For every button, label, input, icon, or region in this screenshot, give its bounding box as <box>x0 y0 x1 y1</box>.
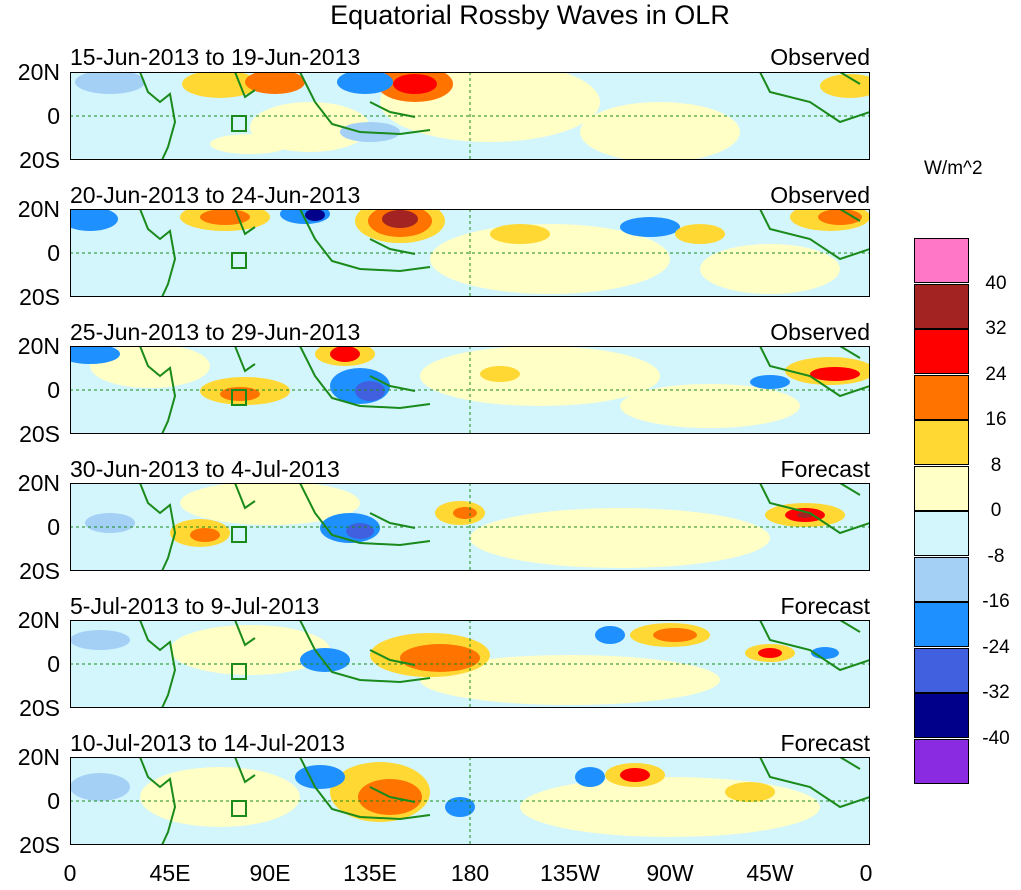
colorbar-label: 40 <box>985 272 1007 294</box>
xtick-45e: 45E <box>149 860 191 886</box>
panel-1-period: 15-Jun-2013 to 19-Jun-2013 <box>70 44 361 70</box>
xtick-180: 180 <box>450 860 490 886</box>
panel-2-status: Observed <box>770 182 870 208</box>
panel-5-ytick-0: 0 <box>47 651 60 677</box>
panel-4-status: Forecast <box>780 456 870 482</box>
xtick-0: 0 <box>63 860 77 886</box>
xtick-90e: 90E <box>249 860 291 886</box>
panel-3-status: Observed <box>770 319 870 345</box>
panel-1-status: Observed <box>770 44 870 70</box>
panel-6-ytick-20s: 20S <box>19 832 60 858</box>
panel-5-ytick-20n: 20N <box>17 607 60 633</box>
colorbar-swatch <box>914 374 969 420</box>
xtick-135w: 135W <box>539 860 601 886</box>
panel-3-period: 25-Jun-2013 to 29-Jun-2013 <box>70 319 361 345</box>
panel-4-ytick-20s: 20S <box>19 558 60 584</box>
map-panel-6 <box>70 757 870 845</box>
colorbar-swatch <box>914 283 969 329</box>
panel-2-ytick-20n: 20N <box>17 196 60 222</box>
panel-1-ytick-0: 0 <box>47 103 60 129</box>
map-panel-1 <box>70 72 870 160</box>
panel-3-ytick-0: 0 <box>47 377 60 403</box>
colorbar-swatch <box>914 738 969 784</box>
colorbar-swatch <box>914 647 969 693</box>
panel-3-ytick-20s: 20S <box>19 421 60 447</box>
colorbar-label: 24 <box>985 363 1007 385</box>
colorbar-swatch <box>914 556 969 602</box>
colorbar-swatch <box>914 465 969 511</box>
panel-6-status: Forecast <box>780 730 870 756</box>
colorbar-label: -32 <box>982 682 1010 703</box>
colorbar-label: -16 <box>982 591 1010 612</box>
panel-4-ytick-0: 0 <box>47 514 60 540</box>
panel-2-ytick-0: 0 <box>47 240 60 266</box>
colorbar-label: -24 <box>982 636 1010 658</box>
panel-4-period: 30-Jun-2013 to 4-Jul-2013 <box>70 456 340 482</box>
xtick-0-end: 0 <box>859 860 873 886</box>
panel-2-period: 20-Jun-2013 to 24-Jun-2013 <box>70 182 361 208</box>
panel-5-period: 5-Jul-2013 to 9-Jul-2013 <box>70 593 320 619</box>
panel-5-status: Forecast <box>780 593 870 619</box>
colorbar-units: W/m^2 <box>924 158 983 179</box>
colorbar-swatch <box>914 511 969 556</box>
panel-4-ytick-20n: 20N <box>17 470 60 496</box>
map-panel-4 <box>70 483 870 571</box>
colorbar-label: -8 <box>987 545 1005 567</box>
figure-title: Equatorial Rossby Waves in OLR <box>330 0 730 30</box>
panel-6-ytick-20n: 20N <box>17 744 60 770</box>
panel-5-ytick-20s: 20S <box>19 695 60 721</box>
colorbar-label: 8 <box>990 454 1002 476</box>
xtick-90w: 90W <box>646 860 694 886</box>
colorbar-label: -40 <box>982 727 1010 749</box>
colorbar-label: 0 <box>990 500 1002 521</box>
panel-3-ytick-20n: 20N <box>17 333 60 359</box>
map-panel-5 <box>70 620 870 708</box>
colorbar-label: 16 <box>985 409 1007 430</box>
colorbar-swatch <box>914 602 969 647</box>
xtick-45w: 45W <box>746 860 794 886</box>
colorbar-swatch <box>914 420 969 465</box>
colorbar-swatch <box>914 693 969 738</box>
map-panel-2 <box>70 209 870 297</box>
colorbar-swatch <box>914 329 969 374</box>
map-panel-3 <box>70 346 870 434</box>
panel-6-period: 10-Jul-2013 to 14-Jul-2013 <box>70 730 345 756</box>
xtick-135e: 135E <box>343 860 397 886</box>
panel-1-ytick-20n: 20N <box>17 59 60 85</box>
colorbar-swatch <box>914 238 969 283</box>
panel-2-ytick-20s: 20S <box>19 284 60 310</box>
colorbar-label: 32 <box>985 318 1007 339</box>
panel-6-ytick-0: 0 <box>47 788 60 814</box>
panel-1-ytick-20s: 20S <box>19 147 60 173</box>
